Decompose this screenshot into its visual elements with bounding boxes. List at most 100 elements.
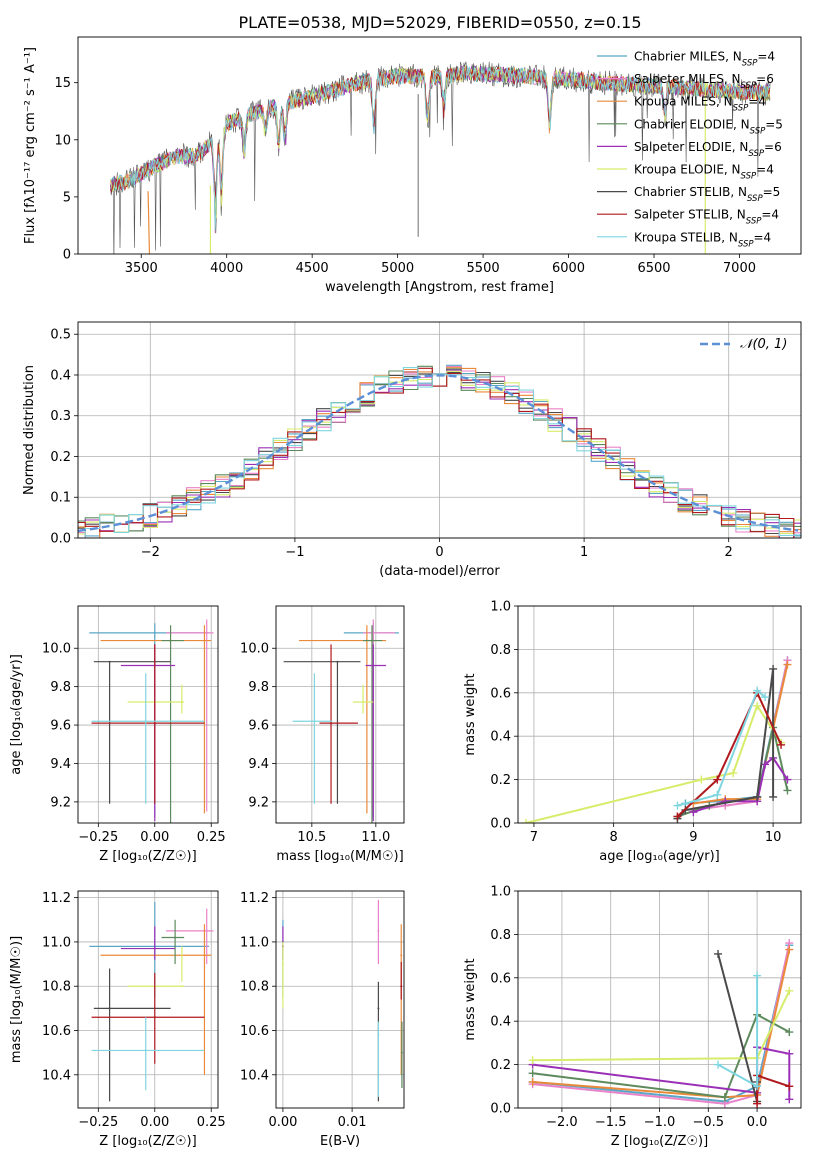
x-tick-label: 7000 [723,261,756,276]
y-axis-label: mass weight [463,958,478,1040]
spectrum-spike [147,191,151,254]
weight-line-7 [676,690,783,818]
data-point [144,720,147,723]
x-tick-label: 4500 [296,261,329,276]
x-tick-label: 0.01 [338,1115,367,1130]
x-tick-label: 10 [765,830,782,845]
y-tick-label: 0.6 [490,971,511,986]
legend-label: Kroupa STELIB, NSSP=4 [634,230,771,249]
y-tick-label: 0.5 [50,328,71,343]
x-axis-label: Z [log₁₀(Z/Z☉)] [99,849,196,864]
axes-frame [77,890,219,1109]
residual-histogram-panel: −2 −1 0 1 2 0.0 0.1 0.2 0.3 0.4 0.5 (data-model)/er… [22,321,802,579]
x-axis-label: E(B-V) [320,1134,360,1149]
data-point [377,1033,380,1036]
data-point [144,1049,147,1052]
data-point [205,631,208,634]
y-tick-label: 0 [63,248,71,263]
y-tick-label: 9.8 [50,680,71,695]
normal-curve [78,374,799,533]
y-tick-label: 0.8 [490,928,511,943]
mass-vs-Z-plot-area [89,902,214,1102]
y-tick-label: 10.6 [240,1024,269,1039]
y-axis-label: mass [log₁₀(M/M☉)] [9,936,24,1063]
legend-label: Salpeter ELODIE, NSSP=6 [634,140,782,159]
y-tick-label: 11.0 [240,935,269,950]
axes-frame [275,890,405,1109]
data-point [281,963,284,966]
data-point [336,660,339,663]
data-point [153,631,156,634]
y-tick-label: 0.0 [490,817,511,832]
x-tick-label: −1 [285,545,304,560]
x-tick-label: 3500 [125,261,158,276]
x-tick-label: −1.5 [595,1115,627,1130]
data-point [108,1007,111,1010]
age-vs-mass-plot-area [283,619,399,823]
weight-vs-age-plot-area [521,656,792,823]
y-tick-label: 0.2 [490,1058,511,1073]
data-point [153,947,156,950]
y-tick-label: 0.6 [490,686,511,701]
weight-vs-Z-panel: −2.0 −1.5 −1.0 −0.5 0.0 0.0 0.2 0.4 0.6 0.8 1.0 Z [… [463,885,802,1149]
data-point [313,720,316,723]
x-tick-label: 0.00 [268,1115,297,1130]
x-tick-label: 4000 [210,261,243,276]
data-point [400,954,403,957]
x-tick-label: 5500 [467,261,500,276]
y-axis-label: age [log₁₀(age/yr)] [9,654,24,775]
x-axis-label: Z [log₁₀(Z/Z☉)] [99,1134,196,1149]
y-tick-label: 9.2 [50,795,71,810]
y-tick-label: 11.2 [42,891,71,906]
axes-frame [517,605,802,824]
legend-label: Salpeter STELIB, NSSP=4 [634,208,779,227]
y-tick-label: 10.8 [240,980,269,995]
histogram-series-7 [78,367,801,538]
y-tick-label: 9.4 [248,757,269,772]
y-tick-label: 10.0 [240,642,269,657]
y-tick-label: 11.2 [240,891,269,906]
spectrum-line-8 [110,65,771,231]
x-tick-label: 5000 [381,261,414,276]
figure-title: PLATE=0538, MJD=52029, FIBERID=0550, z=0… [238,13,641,32]
legend-label: Kroupa MILES, NSSP=4 [634,95,766,114]
data-point [400,1051,403,1054]
y-tick-label: 5 [63,190,71,205]
weight-vs-Z-plot-area [528,939,794,1108]
x-tick-label: −2 [141,545,160,560]
x-tick-label: 0.0 [747,1115,768,1130]
x-tick-label: −2.0 [546,1115,578,1130]
axes-frame [77,605,219,824]
legend-label: Chabrier ELODIE, NSSP=5 [634,117,783,136]
weight-line-8 [677,688,766,807]
legend-label: Chabrier STELIB, NSSP=5 [634,185,780,204]
data-point [153,722,156,725]
y-axis-label: mass weight [463,673,478,755]
y-tick-label: 9.6 [248,719,269,734]
y-tick-label: 9.6 [50,719,71,734]
x-tick-label: 0.00 [140,830,169,845]
x-tick-label: −0.25 [78,1115,118,1130]
x-tick-label: 0.25 [197,830,226,845]
data-point [377,1007,380,1010]
x-tick-label: 11.0 [361,830,390,845]
x-tick-label: 0.00 [140,1115,169,1130]
weight-line-5 [532,990,791,1062]
x-tick-label: −0.5 [693,1115,725,1130]
legend-label: Salpeter MILES, NSSP=6 [634,72,774,91]
data-point [108,660,111,663]
normal-legend-label: 𝒩(0, 1) [740,337,787,352]
x-tick-label: 8 [610,830,618,845]
y-tick-label: 9.4 [50,757,71,772]
x-tick-label: 10.5 [297,830,326,845]
axes-frame [275,605,405,824]
axes-frame [77,36,802,255]
y-tick-label: 9.2 [248,795,269,810]
data-point [205,929,208,932]
legend-label: Chabrier MILES, NSSP=4 [634,50,775,69]
y-tick-label: 9.8 [248,680,269,695]
spectrum-plot-area [110,61,771,254]
mass-vs-ebv-panel: 0.00 0.01 10.4 10.6 10.8 11.0 11.2 E(B-V) [240,890,405,1149]
x-tick-label: 0 [435,545,443,560]
data-point [180,985,183,988]
